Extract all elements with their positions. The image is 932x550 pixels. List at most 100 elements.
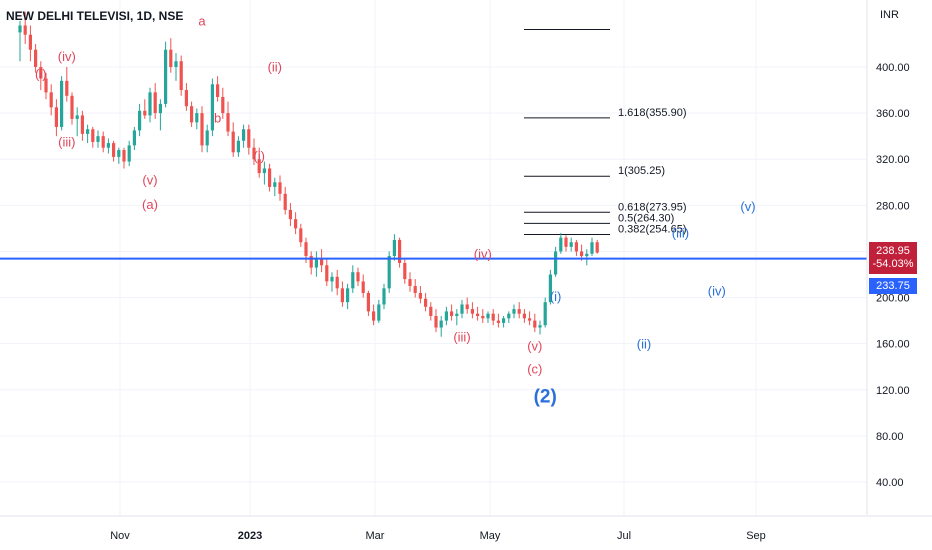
candle — [444, 306, 448, 326]
candle — [210, 78, 214, 137]
wave-label: (iv) — [58, 49, 76, 64]
candle — [54, 99, 58, 137]
candle — [372, 304, 376, 326]
candle — [164, 41, 168, 108]
candle — [366, 290, 370, 316]
wave-label: (i) — [550, 289, 562, 304]
x-tick-label: Nov — [110, 530, 130, 542]
candle — [392, 234, 396, 261]
candle — [398, 237, 402, 268]
candle — [91, 126, 95, 148]
candle — [65, 67, 69, 102]
candle — [247, 124, 251, 155]
candle — [413, 279, 417, 298]
currency-label: INR — [880, 9, 899, 21]
candle — [320, 249, 324, 273]
wave-label: (i) — [253, 148, 265, 163]
candle — [585, 249, 589, 266]
wave-label: (ii) — [268, 60, 282, 75]
fibonacci-levels: 1.618(355.90) 1(305.25) 0.618(273.95)0.5(2… — [524, 29, 687, 236]
candle — [106, 138, 110, 154]
wave-label: (v) — [740, 199, 755, 214]
candle — [169, 38, 173, 73]
candle — [548, 269, 552, 305]
candle — [299, 223, 303, 247]
x-tick-label: Jul — [617, 530, 631, 542]
candle — [221, 87, 225, 119]
y-tick-label: 80.00 — [876, 431, 904, 443]
candle — [450, 304, 454, 321]
candle — [502, 316, 506, 328]
candle — [288, 203, 292, 227]
last-price-change: -54.03% — [872, 258, 914, 270]
candle — [309, 251, 313, 275]
x-axis[interactable]: Nov 2023 Mar May Jul Sep — [0, 515, 932, 542]
candle — [216, 76, 220, 102]
fib-level-label: 0.382(254.65) — [618, 224, 687, 236]
y-tick-label: 120.00 — [876, 385, 910, 397]
wave-label: (ii) — [637, 336, 651, 351]
x-tick-label: Sep — [746, 530, 766, 542]
candle — [424, 292, 428, 312]
candle — [522, 309, 526, 323]
candle — [481, 309, 485, 323]
candle — [491, 309, 495, 326]
wave-label: (v) — [527, 339, 542, 354]
candle — [86, 124, 90, 144]
candle — [132, 126, 136, 150]
candle — [174, 53, 178, 81]
symbol-title: NEW DELHI TELEVISI, 1D, NSE — [6, 9, 184, 23]
candle — [294, 212, 298, 235]
candle — [101, 131, 105, 153]
candle — [278, 175, 282, 201]
candle — [408, 272, 412, 292]
candle — [590, 237, 594, 257]
candle — [346, 283, 350, 310]
wave-label: (v) — [142, 173, 157, 188]
y-tick-label: 320.00 — [876, 154, 910, 166]
candle — [205, 124, 209, 153]
wave-label: (iii) — [58, 135, 75, 150]
candle — [465, 297, 469, 314]
candle — [403, 258, 407, 284]
last-price-value: 238.95 — [876, 245, 910, 257]
wave-label: (iii) — [672, 226, 689, 241]
candle — [231, 122, 235, 157]
y-tick-label: 280.00 — [876, 200, 910, 212]
y-axis[interactable]: 400.00360.00320.00280.00240.00200.00160.… — [866, 0, 910, 515]
y-tick-label: 40.00 — [876, 477, 904, 489]
candle — [569, 237, 573, 252]
candlestick-series — [18, 11, 599, 337]
candle — [476, 306, 480, 321]
candle — [200, 106, 204, 153]
candle — [429, 302, 433, 321]
wave-label: b — [214, 110, 221, 125]
candle — [60, 76, 64, 131]
y-tick-label: 360.00 — [876, 108, 910, 120]
candle — [377, 299, 381, 323]
fib-level-label: 1.618(355.90) — [618, 107, 687, 119]
y-tick-label: 160.00 — [876, 339, 910, 351]
candle — [195, 108, 199, 130]
wave-label: (a) — [142, 197, 158, 212]
y-tick-label: 400.00 — [876, 62, 910, 74]
elliott-wave-labels: (i) (iv) (iii) (v) (a) a b (ii) (i) (iv) (iii) (v) (… — [35, 14, 756, 408]
candle — [158, 99, 162, 131]
candle — [148, 87, 152, 123]
wave-label: (c) — [527, 362, 542, 377]
candle — [543, 297, 547, 328]
candle — [122, 147, 126, 169]
candle — [356, 267, 360, 287]
candle — [574, 239, 578, 257]
wave-label: (iv) — [708, 283, 726, 298]
candle — [34, 43, 38, 73]
candle — [538, 320, 542, 335]
candle — [564, 235, 568, 252]
candle — [418, 286, 422, 304]
candle — [470, 302, 474, 319]
candle — [382, 283, 386, 310]
candle — [559, 233, 563, 254]
candle — [351, 265, 355, 293]
x-tick-label: May — [480, 530, 501, 542]
